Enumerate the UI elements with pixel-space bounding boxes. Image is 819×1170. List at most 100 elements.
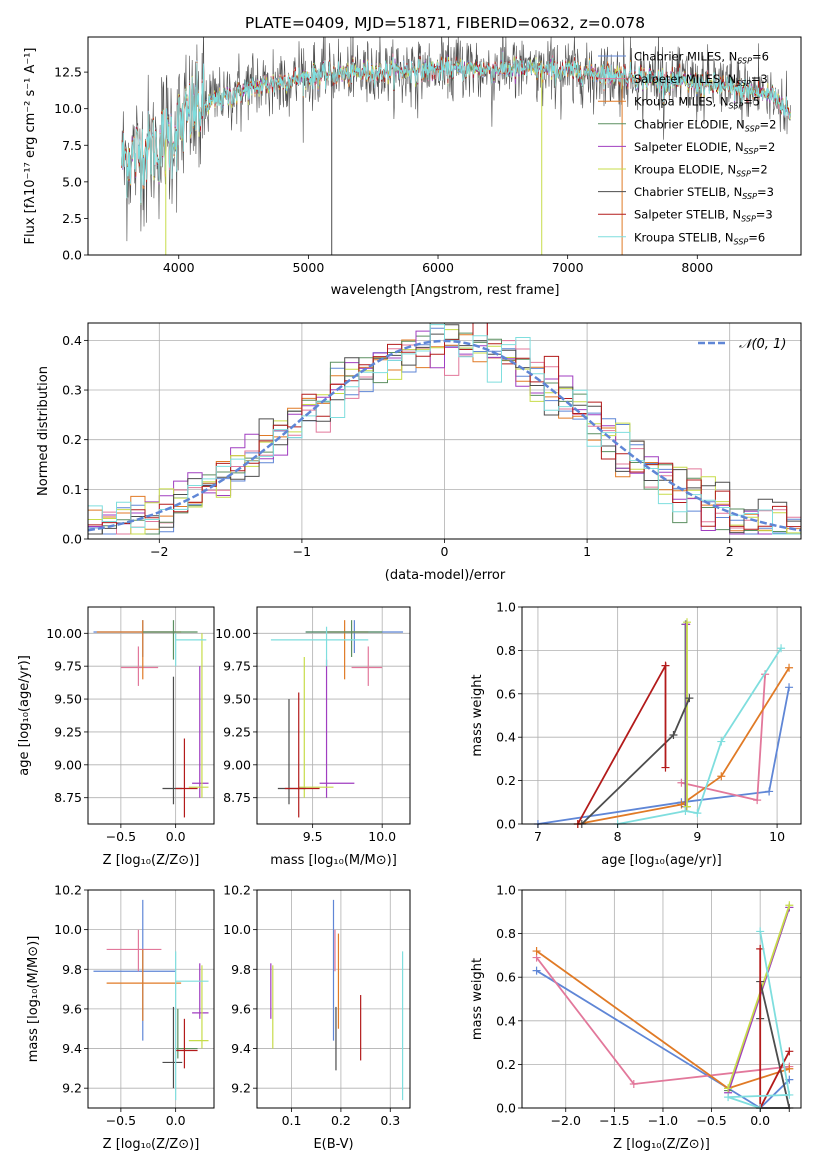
y-tick-label: 8.75 xyxy=(223,790,251,805)
plot-marks xyxy=(270,620,404,818)
weight-marker xyxy=(785,663,794,672)
spectrum-title: PLATE=0409, MJD=51871, FIBERID=0632, z=0… xyxy=(245,14,645,32)
error-bars xyxy=(270,620,404,818)
y-tick-label: 9.25 xyxy=(223,724,251,739)
weight-marker xyxy=(765,787,774,796)
y-tick-label: 0.0 xyxy=(62,532,82,547)
axes-overlay: −0.5 0.0 9.2 9.4 9.6 9.8 10.0 10.2 Z [log₁₀(Z/Z⊙… xyxy=(26,883,215,1152)
weight-line xyxy=(581,697,691,825)
y-tick-label: 10.2 xyxy=(54,883,82,898)
y-tick-label: 2.5 xyxy=(62,211,82,226)
axes-frame xyxy=(256,606,411,825)
x-axis-label: Z [log₁₀(Z/Z⊙)] xyxy=(613,1137,710,1152)
spectrum-legend: Chabrier MILES, NSSP=6 Salpeter MILES, NS… xyxy=(598,50,776,246)
legend-label: Kroupa ELODIE, NSSP=2 xyxy=(634,163,768,179)
error-bars xyxy=(270,899,404,1101)
spectrum-trace xyxy=(121,51,791,203)
y-tick-label: 0.0 xyxy=(496,817,516,832)
x-tick-label: 0 xyxy=(441,544,449,559)
y-tick-label: 9.00 xyxy=(54,757,82,772)
x-tick-label: 9.5 xyxy=(303,829,323,844)
x-tick-label: 5000 xyxy=(292,260,324,275)
weight-series xyxy=(573,661,670,828)
axes-frame xyxy=(521,606,802,825)
x-tick-label: −2 xyxy=(150,544,168,559)
axes-frame xyxy=(87,606,215,825)
histogram-step xyxy=(88,324,801,535)
spectrum-ticks: 4000 5000 6000 7000 8000 0.0 2.5 5.0 7.5 10.0 12.5 xyxy=(54,65,713,275)
x-tick-label: 7 xyxy=(534,829,542,844)
weight-line xyxy=(759,981,791,1109)
y-tick-label: 10.0 xyxy=(54,101,82,116)
error-bar-point xyxy=(305,620,383,657)
weight-line xyxy=(727,931,791,1109)
weight-marker xyxy=(685,694,694,703)
plot-marks xyxy=(270,899,404,1101)
y-tick-label: 0.8 xyxy=(496,643,516,658)
y-tick-label: 0.6 xyxy=(496,970,516,985)
error-bar-point xyxy=(305,620,404,654)
weight-marker xyxy=(717,772,726,781)
weight-marker xyxy=(669,731,678,740)
y-tick-label: 0.4 xyxy=(62,333,82,348)
y-tick-label: 9.6 xyxy=(231,1001,251,1016)
error-bar-point xyxy=(162,676,183,805)
error-bar-point xyxy=(192,666,209,798)
y-tick-label: 0.8 xyxy=(496,926,516,941)
y-tick-label: 9.4 xyxy=(62,1041,82,1056)
y-tick-label: 9.8 xyxy=(62,962,82,977)
x-axis-label: Z [log₁₀(Z/Z⊙)] xyxy=(103,1137,200,1152)
y-axis-label: mass weight xyxy=(470,958,485,1040)
legend-label: Chabrier MILES, NSSP=6 xyxy=(634,50,769,66)
weight-marker xyxy=(785,1090,794,1099)
y-tick-label: 0.3 xyxy=(62,383,82,398)
axes-frame xyxy=(256,889,411,1109)
y-tick-label: 7.5 xyxy=(62,138,82,153)
axes-overlay: −2.0 −1.5 −1.0 −0.5 0.0 0.0 0.2 0.4 0.6 0.8 1.0 Z [… xyxy=(470,883,802,1152)
y-tick-label: 10.00 xyxy=(46,626,82,641)
weight-series xyxy=(724,901,794,1093)
error-bar-point xyxy=(175,738,198,818)
error-bar-point xyxy=(192,963,209,1019)
y-tick-label: 1.0 xyxy=(496,883,516,898)
histogram-xlabel: (data-model)/error xyxy=(385,568,506,583)
y-tick-label: 8.75 xyxy=(54,790,82,805)
histogram-axes xyxy=(87,322,802,540)
x-tick-label: 0.0 xyxy=(166,829,186,844)
histogram-legend: 𝒩(0, 1) xyxy=(698,337,786,352)
weight-marker xyxy=(693,809,702,818)
error-bar-point xyxy=(106,929,162,972)
x-tick-label: −0.5 xyxy=(106,829,136,844)
x-tick-label: −0.5 xyxy=(696,1113,726,1128)
x-tick-label: 8000 xyxy=(681,260,713,275)
x-tick-label: 2 xyxy=(726,544,734,559)
y-tick-label: 9.00 xyxy=(223,757,251,772)
weight-marker xyxy=(785,901,794,910)
error-bar-point xyxy=(93,620,176,657)
x-tick-label: 0.3 xyxy=(380,1113,400,1128)
y-tick-label: 10.00 xyxy=(215,626,251,641)
error-bar-point xyxy=(319,659,355,798)
x-axis-label: mass [log₁₀(M/M⊙)] xyxy=(270,853,397,868)
age-vs-mass-panel: 9.5 10.0 8.75 9.00 9.25 9.50 9.75 10.00 mass [lo… xyxy=(215,606,411,868)
x-tick-label: 4000 xyxy=(163,260,195,275)
plot-marks xyxy=(93,620,209,818)
y-tick-label: 0.2 xyxy=(496,1057,516,1072)
weight-marker xyxy=(724,1093,733,1102)
x-tick-label: −1.0 xyxy=(648,1113,678,1128)
x-axis-label: age [log₁₀(age/yr)] xyxy=(601,853,722,868)
y-axis-label: mass weight xyxy=(470,674,485,756)
weight-line xyxy=(577,662,667,825)
error-bar-point xyxy=(120,646,159,686)
weight-series xyxy=(533,683,794,828)
axes-frame xyxy=(521,889,802,1109)
error-bar-point xyxy=(351,646,383,686)
histogram-legend-label: 𝒩(0, 1) xyxy=(739,337,786,352)
spectrum-ylabel: Flux [fλ10⁻¹⁷ erg cm⁻² s⁻¹ A⁻¹] xyxy=(23,48,38,245)
y-tick-label: 9.8 xyxy=(231,962,251,977)
error-bars xyxy=(93,620,209,818)
axes-overlay: 0.1 0.2 0.3 9.2 9.4 9.6 9.8 10.0 10.2 E(B-V) xyxy=(223,883,411,1152)
x-tick-label: 0.2 xyxy=(331,1113,351,1128)
y-tick-label: 10.0 xyxy=(54,922,82,937)
